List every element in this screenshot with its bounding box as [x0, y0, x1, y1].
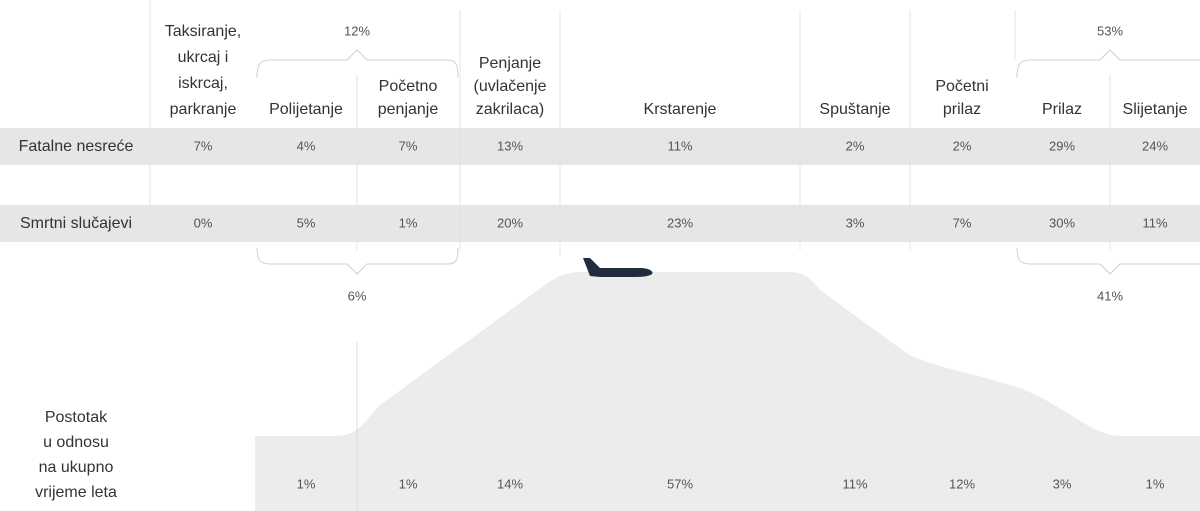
column-dividers	[149, 0, 1111, 511]
group-bottom-value: 41%	[1097, 288, 1123, 303]
fatal-value: 24%	[1142, 138, 1168, 153]
fatal-value: 2%	[953, 138, 972, 153]
row-label: Postotak	[45, 409, 108, 426]
deaths-row-band	[0, 205, 1200, 242]
phase-name: Početno	[379, 78, 438, 95]
phase-name: Polijetanje	[269, 101, 343, 118]
time-value: 1%	[297, 476, 316, 491]
deaths-value: 3%	[846, 215, 865, 230]
row-label: Fatalne nesreće	[19, 138, 134, 155]
group-braces	[256, 49, 1200, 275]
fatal-value: 13%	[497, 138, 523, 153]
deaths-value: 5%	[297, 215, 316, 230]
deaths-value: 1%	[399, 215, 418, 230]
group-bottom-value: 6%	[348, 288, 367, 303]
fatal-value: 29%	[1049, 138, 1075, 153]
flight-profile	[255, 272, 1200, 511]
time-value: 11%	[842, 476, 867, 491]
phase-name: Taksiranje,	[165, 23, 241, 40]
time-value: 12%	[949, 476, 975, 491]
airplane-icon	[583, 258, 653, 277]
deaths-value: 20%	[497, 215, 523, 230]
deaths-value: 0%	[194, 215, 213, 230]
group-top-value: 12%	[344, 23, 370, 38]
fatal-value: 7%	[399, 138, 418, 153]
fatal-row-band	[0, 128, 1200, 165]
row-label: Smrtni slučajevi	[20, 215, 132, 232]
group-top-value: 53%	[1097, 23, 1123, 38]
row-label: u odnosu	[43, 434, 109, 451]
deaths-value: 30%	[1049, 215, 1075, 230]
phase-name: zakrilaca)	[476, 101, 544, 118]
phase-name: parkranje	[170, 101, 237, 118]
phase-name: Spuštanje	[819, 101, 890, 118]
phase-name: Krstarenje	[644, 101, 717, 118]
time-value: 1%	[1146, 476, 1165, 491]
phase-name: Slijetanje	[1123, 101, 1188, 118]
time-value: 3%	[1053, 476, 1072, 491]
phase-name: ukrcaj i	[178, 49, 229, 66]
time-value: 1%	[399, 476, 418, 491]
time-value: 14%	[497, 476, 523, 491]
row-label: vrijeme leta	[35, 484, 117, 501]
fatal-value: 7%	[194, 138, 213, 153]
phase-name: Početni	[935, 78, 988, 95]
phase-name: Prilaz	[1042, 101, 1082, 118]
deaths-value: 7%	[953, 215, 972, 230]
row-label: na ukupno	[39, 459, 114, 476]
fatal-value: 11%	[667, 138, 692, 153]
fatal-value: 4%	[297, 138, 316, 153]
phase-name: prilaz	[943, 101, 981, 118]
phase-name: penjanje	[378, 101, 439, 118]
phase-name: Penjanje	[479, 55, 541, 72]
time-value: 57%	[667, 476, 693, 491]
deaths-value: 23%	[667, 215, 693, 230]
deaths-value: 11%	[1142, 215, 1167, 230]
phase-name: iskrcaj,	[178, 75, 228, 92]
phase-name: (uvlačenje	[474, 78, 547, 95]
fatal-value: 2%	[846, 138, 865, 153]
